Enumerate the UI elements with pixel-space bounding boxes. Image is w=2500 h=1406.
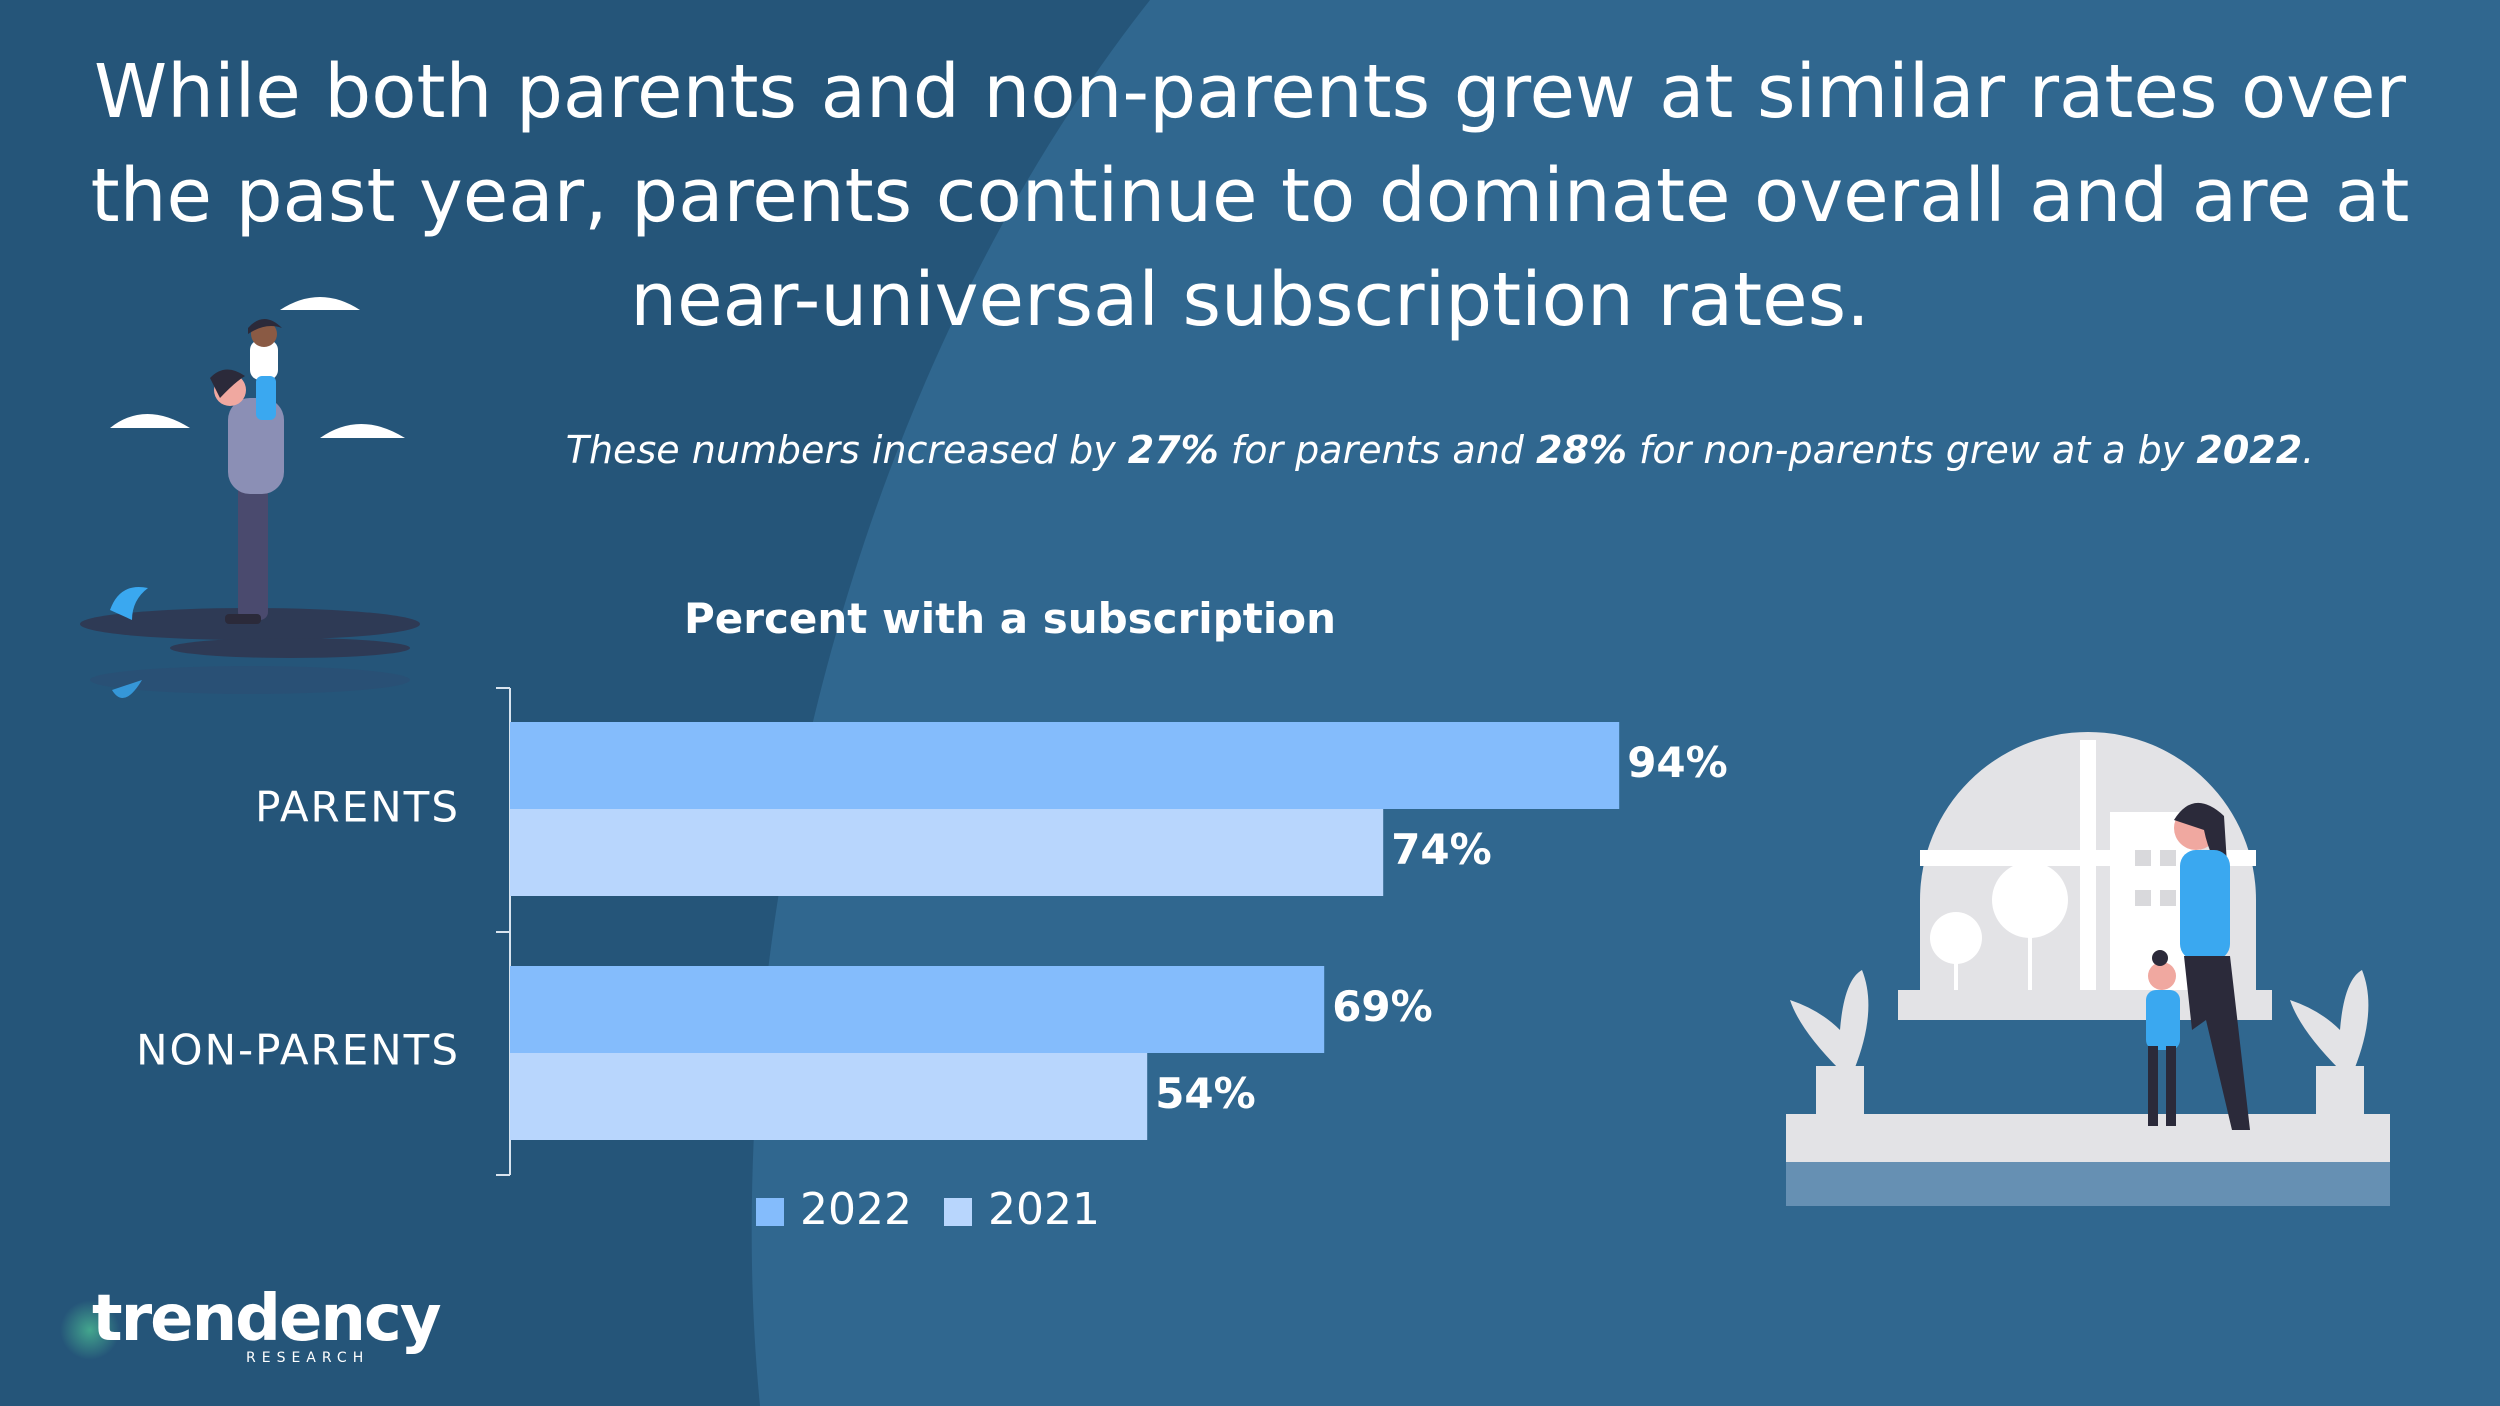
subtitle-text-4: . bbox=[2302, 428, 2315, 472]
bar-2022-parents bbox=[510, 722, 1620, 809]
data-label: 54% bbox=[1155, 1069, 1256, 1118]
legend-label-2021: 2021 bbox=[988, 1184, 1100, 1235]
father-child-illustration bbox=[80, 297, 420, 698]
cloud-icon bbox=[110, 414, 190, 428]
parents-growth: 27% bbox=[1127, 428, 1219, 472]
category-label: PARENTS bbox=[255, 783, 460, 832]
bar-2021-non-parents bbox=[510, 1053, 1148, 1140]
data-label: 74% bbox=[1391, 825, 1492, 874]
subtitle: These numbers increased by 27% for paren… bbox=[560, 428, 2320, 472]
legend-label-2022: 2022 bbox=[800, 1184, 912, 1235]
bar-2022-non-parents bbox=[510, 966, 1325, 1053]
trendency-logo: trendency bbox=[92, 1282, 442, 1356]
subtitle-text-1: These numbers increased by bbox=[565, 428, 1128, 472]
subtitle-text-3: for non-parents grew at a by bbox=[1626, 428, 2197, 472]
category-label: NON-PARENTS bbox=[136, 1026, 460, 1075]
subtitle-text-2: for parents and bbox=[1218, 428, 1536, 472]
bar-2021-parents bbox=[510, 809, 1384, 896]
logo-dots-icon bbox=[60, 1300, 120, 1360]
legend-swatch-2021 bbox=[944, 1198, 972, 1226]
nonparents-growth: 28% bbox=[1536, 428, 1627, 472]
subtitle-year: 2022 bbox=[2196, 428, 2303, 472]
cloud-icon bbox=[320, 424, 405, 438]
trendency-logo-sub: RESEARCH bbox=[246, 1350, 370, 1366]
cloud-icon bbox=[280, 297, 360, 310]
data-label: 94% bbox=[1627, 738, 1728, 787]
page-title: While both parents and non-parents grew … bbox=[90, 49, 2410, 343]
mother-child-illustration bbox=[1786, 732, 2390, 1206]
chart-title: Percent with a subscription bbox=[684, 594, 1336, 643]
data-label: 69% bbox=[1332, 982, 1433, 1031]
legend-swatch-2022 bbox=[756, 1198, 784, 1226]
